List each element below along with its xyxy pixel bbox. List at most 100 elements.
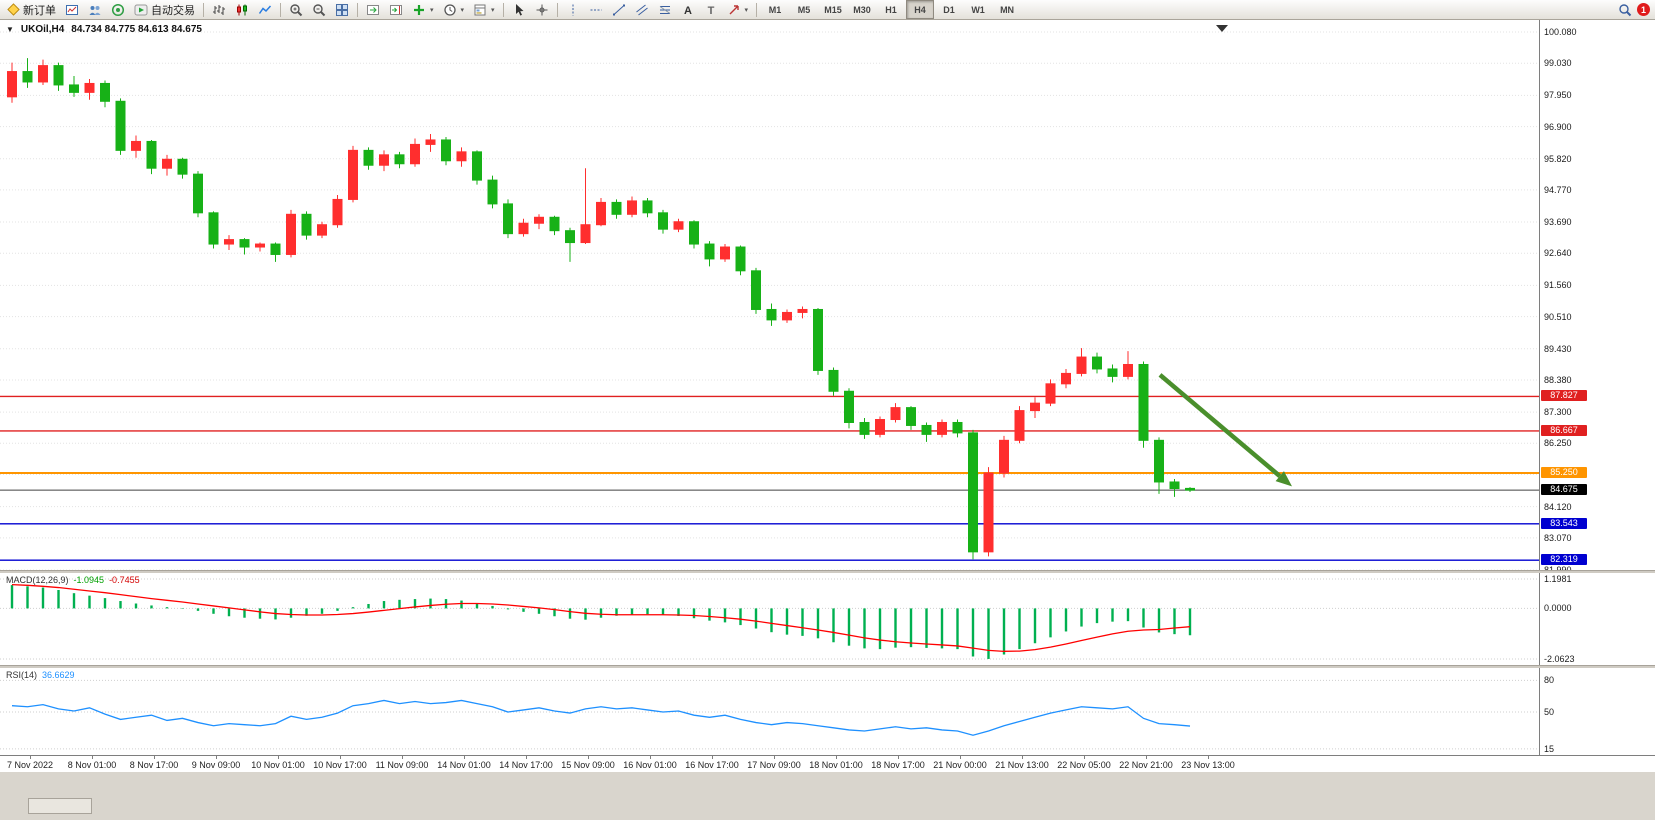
time-axis-tick — [526, 756, 527, 759]
status-strip — [0, 772, 1655, 820]
zoom-out-button[interactable] — [308, 0, 330, 19]
rsi-canvas[interactable] — [0, 668, 1539, 755]
templates-button[interactable]: ▾ — [469, 0, 499, 19]
axis-label: 92.640 — [1544, 248, 1572, 259]
arrows-tool-button[interactable]: ▾ — [723, 0, 753, 19]
chart-shift-button[interactable] — [385, 0, 407, 19]
time-axis-label: 15 Nov 09:00 — [561, 760, 615, 770]
new-order-button[interactable]: 新订单 — [3, 0, 60, 19]
candlestick-chart-button[interactable] — [231, 0, 253, 19]
zoom-out-icon — [313, 3, 326, 16]
time-axis-label: 22 Nov 21:00 — [1119, 760, 1173, 770]
axis-label: 83.070 — [1544, 532, 1572, 543]
time-axis-label: 8 Nov 01:00 — [67, 760, 117, 770]
time-axis-tick — [650, 756, 651, 759]
time-axis-label: 11 Nov 09:00 — [375, 760, 429, 770]
timeframe-w1-button[interactable]: W1 — [971, 4, 985, 15]
status-box — [28, 798, 92, 814]
time-axis-label: 7 Nov 2022 — [6, 760, 54, 770]
time-axis-tick — [898, 756, 899, 759]
axis-label: 50 — [1544, 707, 1555, 718]
trendline-icon — [612, 4, 625, 15]
autotrade-button[interactable]: 自动交易 — [130, 0, 199, 19]
rsi-label: RSI(14) 36.6629 — [6, 670, 75, 680]
pane-separator[interactable] — [0, 665, 1655, 668]
periods-button[interactable]: ▾ — [439, 0, 469, 19]
vertical-line-button[interactable] — [562, 0, 584, 19]
time-axis-tick — [1146, 756, 1147, 759]
time-axis-tick — [960, 756, 961, 759]
axis-label: 87.300 — [1544, 407, 1572, 418]
new-order-label: 新订单 — [23, 4, 56, 17]
time-axis-tick — [30, 756, 31, 759]
zoom-in-icon — [290, 3, 303, 16]
timeframe-h4-button[interactable]: H4 — [906, 0, 935, 19]
time-axis-tick — [340, 756, 341, 759]
fibonacci-button[interactable] — [654, 0, 676, 19]
price-axis[interactable]: 100.080 99.030 97.950 96.900 95.820 94.770 93.… — [1539, 20, 1655, 755]
arrows-tool-icon — [729, 4, 739, 14]
pane-separator[interactable] — [0, 570, 1655, 573]
tile-windows-button[interactable] — [331, 0, 353, 19]
bars-chart-icon — [213, 4, 225, 15]
toolbar-separator — [556, 2, 558, 17]
axis-label: 90.510 — [1544, 311, 1572, 322]
timeframe-h1-button[interactable]: H1 — [885, 4, 897, 15]
timeframe-mn-button[interactable]: MN — [1000, 4, 1015, 15]
search-icon — [1619, 3, 1632, 16]
horizontal-line-button[interactable] — [585, 0, 607, 19]
line-chart-button[interactable] — [254, 0, 276, 19]
toolbar-separator — [756, 2, 758, 17]
zoom-in-button[interactable] — [285, 0, 307, 19]
indicators-button[interactable]: ▾ — [408, 0, 438, 19]
time-axis-tick — [464, 756, 465, 759]
toolbar-separator — [502, 2, 504, 17]
price-badge: 82.319 — [1541, 554, 1587, 566]
cursor-button[interactable] — [508, 0, 530, 19]
crosshair-button[interactable] — [531, 0, 553, 19]
axis-label: -2.0623 — [1544, 654, 1575, 664]
profiles-button[interactable] — [84, 0, 106, 19]
macd-main-value: -1.0945 — [73, 575, 105, 585]
price-badge: 86.667 — [1541, 424, 1587, 436]
time-axis-tick — [712, 756, 713, 759]
timeframe-m5-button[interactable]: M5 — [797, 4, 811, 15]
main-chart-canvas[interactable] — [0, 22, 1539, 570]
trendline-button[interactable] — [608, 0, 630, 19]
time-axis-label: 16 Nov 17:00 — [685, 760, 739, 770]
toolbar: 新订单 自动交易 — [0, 0, 1655, 20]
horizontal-line-icon — [590, 9, 602, 10]
price-badge: 83.543 — [1541, 517, 1587, 529]
timeframe-d1-button[interactable]: D1 — [943, 4, 955, 15]
macd-signal-value: -0.7455 — [109, 575, 140, 585]
rsi-name: RSI(14) — [6, 670, 38, 680]
bars-chart-button[interactable] — [208, 0, 230, 19]
time-axis-label: 18 Nov 17:00 — [871, 760, 925, 770]
charts-window-button[interactable] — [61, 0, 83, 19]
text-tool-button[interactable]: A — [677, 0, 699, 19]
macd-canvas[interactable] — [0, 573, 1539, 665]
rsi-value: 36.6629 — [42, 670, 75, 680]
search-button[interactable] — [1614, 0, 1636, 19]
time-axis-tick — [1208, 756, 1209, 759]
timeframe-m30-button[interactable]: M30 — [853, 4, 871, 15]
new-order-icon — [7, 3, 20, 16]
axis-label: 94.770 — [1544, 184, 1572, 195]
indicators-plus-icon — [414, 4, 424, 15]
auto-scroll-button[interactable] — [362, 0, 384, 19]
channel-icon — [635, 4, 648, 15]
notification-badge[interactable]: 1 — [1637, 3, 1650, 16]
time-axis-tick — [836, 756, 837, 759]
timeframe-m15-button[interactable]: M15 — [824, 4, 842, 15]
time-axis[interactable]: 7 Nov 2022 8 Nov 01:00 8 Nov 17:00 9 Nov 09… — [0, 755, 1655, 772]
cursor-icon — [515, 3, 524, 16]
chart-expand-icon[interactable]: ▼ — [6, 25, 14, 34]
caret-down-icon: ▾ — [430, 6, 434, 14]
timeframe-m1-button[interactable]: M1 — [768, 4, 782, 15]
channel-button[interactable] — [631, 0, 653, 19]
community-icon — [111, 3, 125, 16]
community-button[interactable] — [107, 0, 129, 19]
axis-label: 86.250 — [1544, 438, 1572, 449]
label-tool-button[interactable]: T — [700, 0, 722, 19]
axis-label: 100.080 — [1544, 27, 1577, 37]
